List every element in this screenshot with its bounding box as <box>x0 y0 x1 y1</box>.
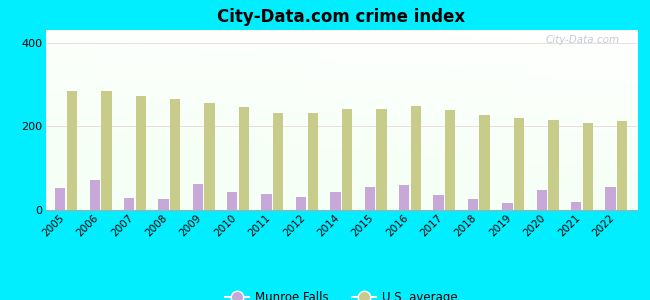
Bar <box>514 118 524 210</box>
Bar <box>159 199 168 210</box>
Text: City-Data.com: City-Data.com <box>545 35 619 45</box>
Title: City-Data.com crime index: City-Data.com crime index <box>217 8 465 26</box>
Bar <box>273 113 283 210</box>
Bar <box>239 107 249 210</box>
Bar <box>330 192 341 210</box>
Bar <box>502 203 512 210</box>
Bar <box>296 196 306 210</box>
Bar <box>124 198 134 210</box>
Bar <box>365 187 375 210</box>
Bar <box>617 121 627 210</box>
Bar <box>67 91 77 210</box>
Bar <box>170 99 180 210</box>
Legend: Munroe Falls, U.S. average: Munroe Falls, U.S. average <box>220 286 462 300</box>
Bar <box>399 185 410 210</box>
Bar <box>307 113 318 210</box>
Bar <box>537 190 547 210</box>
Bar <box>227 192 237 210</box>
Bar <box>434 195 444 210</box>
Bar <box>445 110 456 210</box>
Bar <box>101 91 112 210</box>
Bar <box>480 115 490 210</box>
Bar <box>571 202 581 210</box>
Bar <box>204 103 214 210</box>
Bar <box>261 194 272 210</box>
Bar <box>411 106 421 210</box>
Bar <box>192 184 203 210</box>
Bar <box>582 123 593 210</box>
Bar <box>342 109 352 210</box>
Bar <box>90 180 100 210</box>
Bar <box>548 120 558 210</box>
Bar <box>55 188 66 210</box>
Bar <box>468 199 478 210</box>
Bar <box>136 96 146 210</box>
Bar <box>376 109 387 210</box>
Bar <box>605 187 616 210</box>
